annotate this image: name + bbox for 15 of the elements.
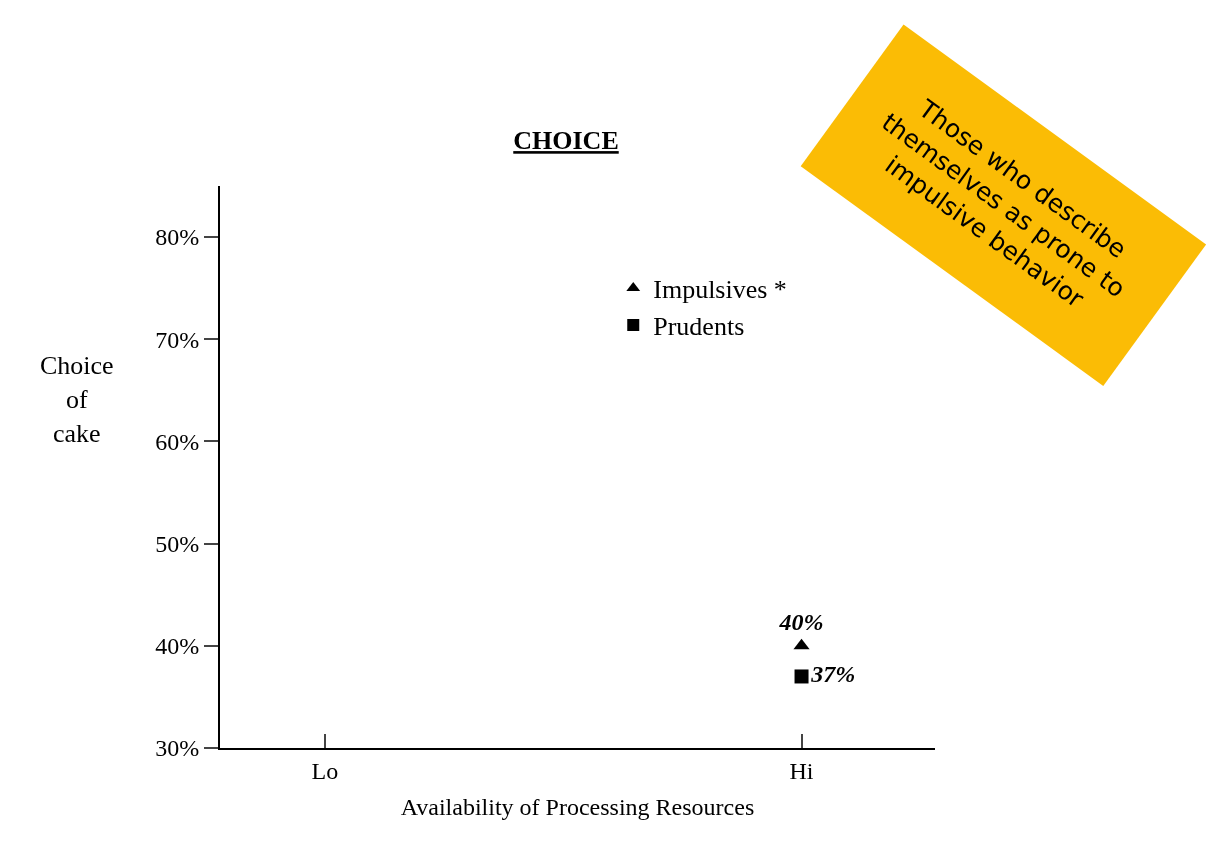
y-tick-label: 40% [155,633,200,660]
data-label: 40% [778,609,824,636]
legend-label: Impulsives * [653,275,787,305]
chart-title: CHOICE [513,126,619,156]
y-tick-label: 80% [155,224,200,251]
x-axis-title: Availability of Processing Resources [400,793,755,820]
y-tick-label: 70% [155,326,200,353]
y-axis-title: Choice of cake [40,351,114,448]
legend-label: Prudents [653,312,745,342]
y-tick-label: 30% [155,735,200,762]
y-tick-label: 60% [155,428,200,455]
data-label: 37% [810,661,856,688]
x-tick-label: Lo [311,757,339,784]
y-tick-label: 50% [155,531,200,558]
x-tick-label: Hi [789,757,814,784]
